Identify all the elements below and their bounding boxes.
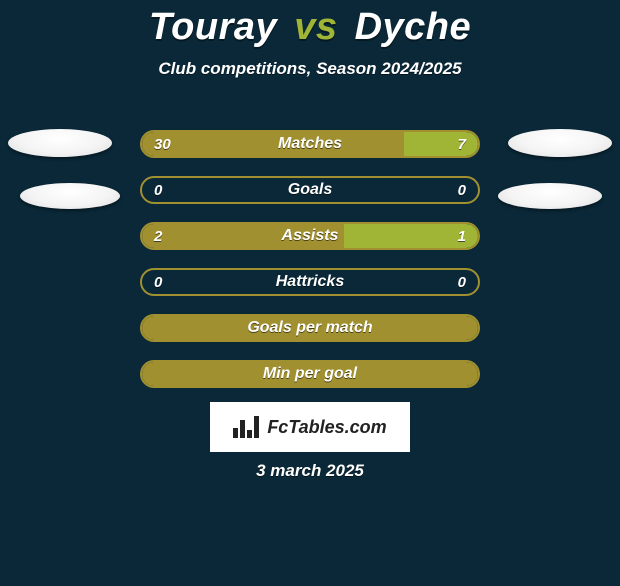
stat-label: Hattricks bbox=[142, 270, 478, 294]
icon-bar bbox=[247, 430, 252, 438]
page-title: Touray vs Dyche bbox=[0, 6, 620, 49]
stat-label: Min per goal bbox=[142, 362, 478, 386]
stat-row-goals: 0 Goals 0 bbox=[140, 176, 480, 204]
subtitle: Club competitions, Season 2024/2025 bbox=[0, 59, 620, 79]
player2-name: Dyche bbox=[355, 6, 472, 48]
player1-avatar-shadow bbox=[20, 183, 120, 209]
player1-avatar bbox=[8, 129, 112, 157]
brand-chart-icon bbox=[233, 416, 261, 438]
stat-label: Goals per match bbox=[142, 316, 478, 340]
stat-row-gpm: Goals per match bbox=[140, 314, 480, 342]
stat-right-value: 7 bbox=[458, 132, 466, 156]
stat-label: Assists bbox=[142, 224, 478, 248]
date-label: 3 march 2025 bbox=[0, 461, 620, 481]
vs-label: vs bbox=[288, 6, 343, 48]
brand-badge: FcTables.com bbox=[210, 402, 410, 452]
stats-chart: 30 Matches 7 0 Goals 0 2 Assists 1 0 Hat… bbox=[140, 130, 480, 406]
icon-bar bbox=[254, 416, 259, 438]
stat-row-matches: 30 Matches 7 bbox=[140, 130, 480, 158]
stat-row-mpg: Min per goal bbox=[140, 360, 480, 388]
stat-right-value: 0 bbox=[458, 178, 466, 202]
brand-text: FcTables.com bbox=[267, 417, 386, 438]
icon-bar bbox=[240, 420, 245, 438]
player1-name: Touray bbox=[149, 6, 277, 48]
player2-avatar-shadow bbox=[498, 183, 602, 209]
icon-bar bbox=[233, 428, 238, 438]
player2-avatar bbox=[508, 129, 612, 157]
stat-right-value: 1 bbox=[458, 224, 466, 248]
stat-row-hattricks: 0 Hattricks 0 bbox=[140, 268, 480, 296]
stat-row-assists: 2 Assists 1 bbox=[140, 222, 480, 250]
stat-right-value: 0 bbox=[458, 270, 466, 294]
stat-label: Goals bbox=[142, 178, 478, 202]
stat-label: Matches bbox=[142, 132, 478, 156]
